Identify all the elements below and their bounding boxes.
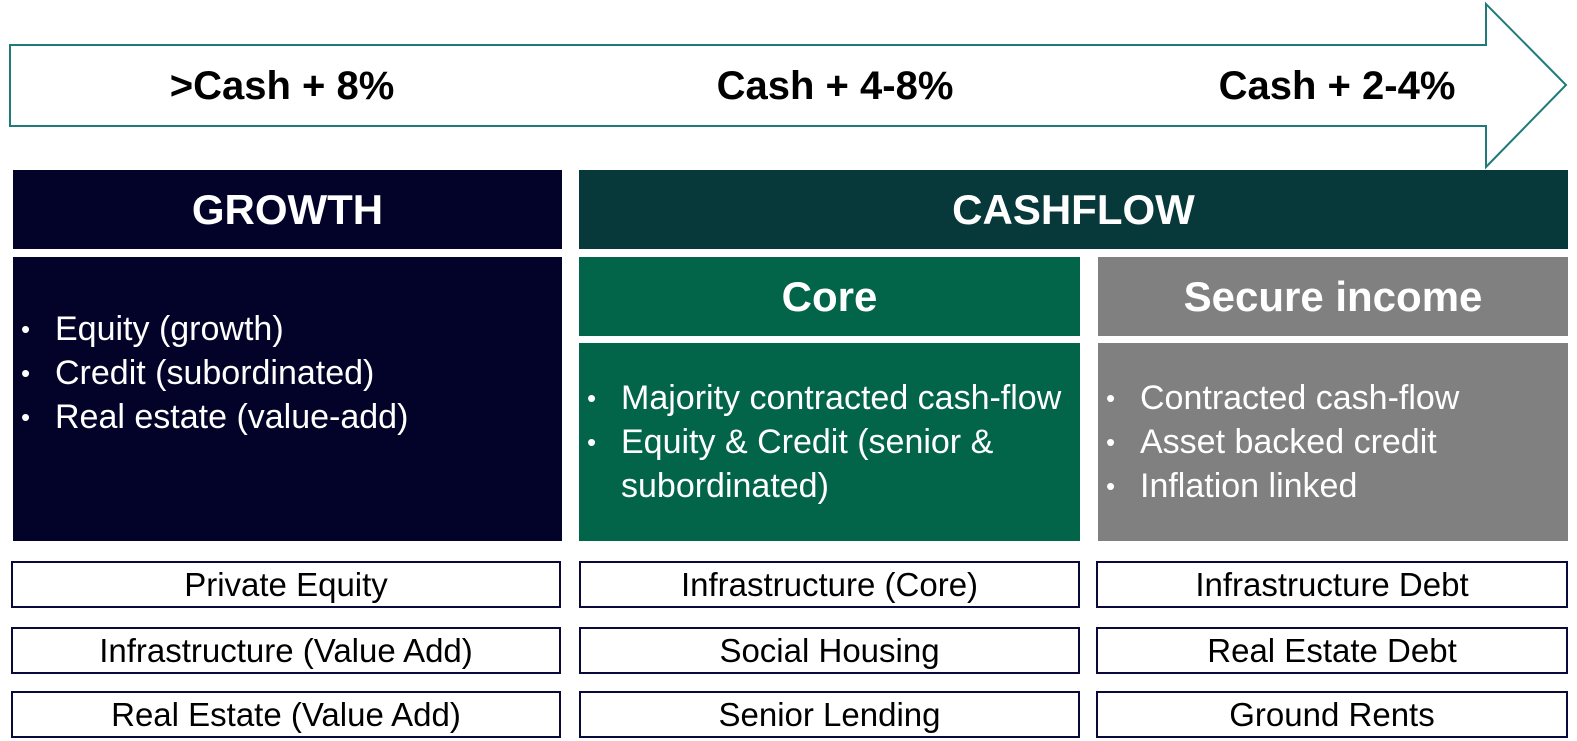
item-box: Real Estate Debt (1096, 627, 1568, 674)
item-box: Private Equity (11, 561, 561, 608)
item-box: Senior Lending (579, 691, 1080, 738)
arrow-label: >Cash + 8% (169, 64, 395, 108)
group-header: CASHFLOW (579, 170, 1568, 249)
item-box: Infrastructure (Value Add) (11, 627, 561, 674)
arrow-label: Cash + 4-8% (716, 64, 954, 108)
arrow-label: Cash + 2-4% (1218, 64, 1456, 108)
item-box: Ground Rents (1096, 691, 1568, 738)
column-body: Contracted cash-flowAsset backed creditI… (1098, 343, 1568, 541)
column-header: Core (579, 257, 1080, 336)
bullet: Inflation linked (1106, 464, 1459, 508)
item-box: Real Estate (Value Add) (11, 691, 561, 738)
bullet: Equity (growth) (21, 307, 408, 351)
arrow (9, 1, 1568, 170)
column-body: Equity (growth)Credit (subordinated)Real… (13, 257, 562, 541)
column-body: Majority contracted cash-flowEquity & Cr… (579, 343, 1080, 541)
bullet: Equity & Credit (senior & subordinated) (587, 420, 1070, 508)
bullet-list: Equity (growth)Credit (subordinated)Real… (13, 307, 418, 439)
bullet: Real estate (value-add) (21, 395, 408, 439)
bullet: Asset backed credit (1106, 420, 1459, 464)
item-box: Infrastructure Debt (1096, 561, 1568, 608)
item-box: Infrastructure (Core) (579, 561, 1080, 608)
bullet-list: Majority contracted cash-flowEquity & Cr… (579, 376, 1080, 508)
bullet: Credit (subordinated) (21, 351, 408, 395)
bullet-list: Contracted cash-flowAsset backed creditI… (1098, 376, 1469, 508)
item-box: Social Housing (579, 627, 1080, 674)
arrow-shape (9, 1, 1568, 170)
bullet: Majority contracted cash-flow (587, 376, 1070, 420)
column-header: Secure income (1098, 257, 1568, 336)
bullet: Contracted cash-flow (1106, 376, 1459, 420)
group-header: GROWTH (13, 170, 562, 249)
